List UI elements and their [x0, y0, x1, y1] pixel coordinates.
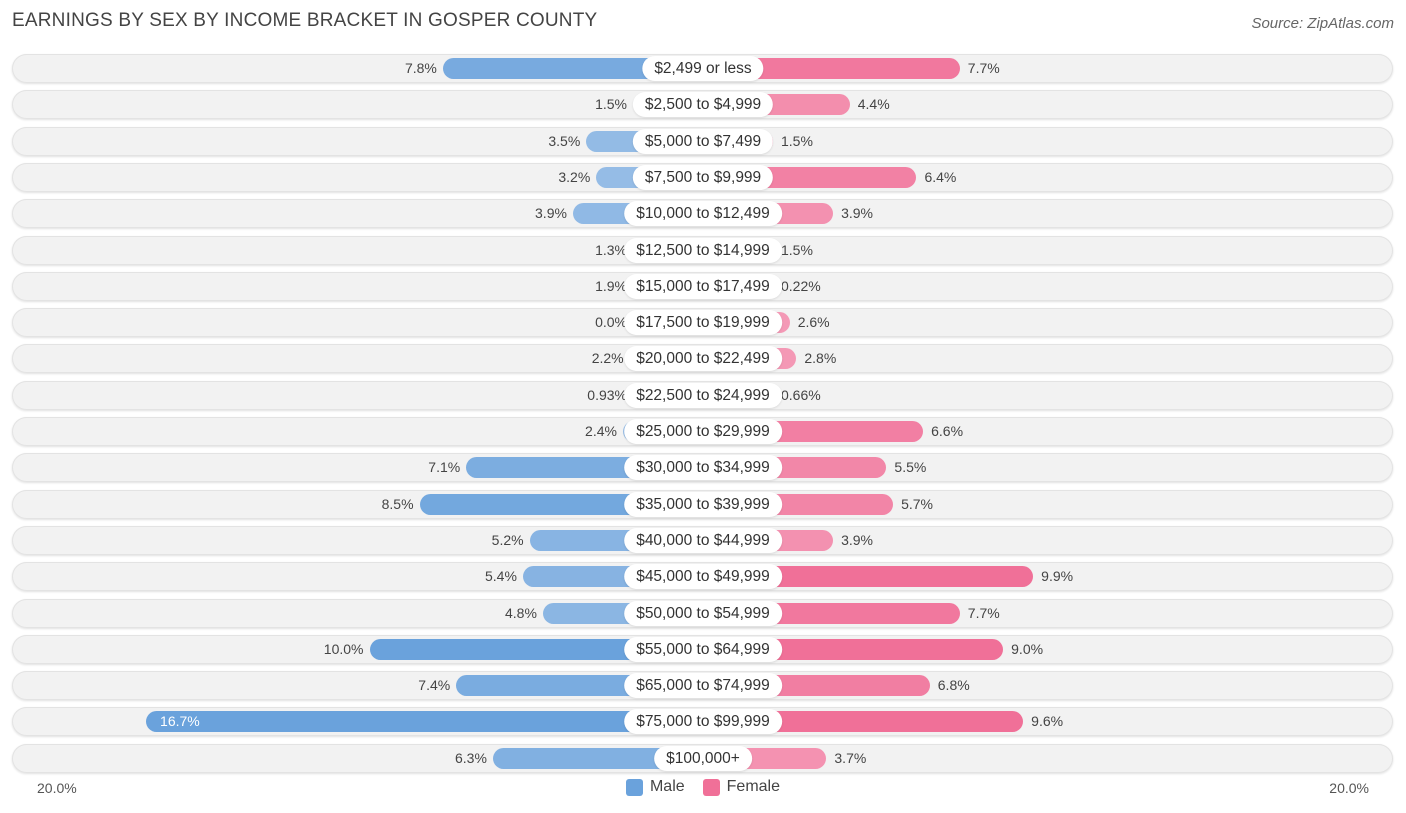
bar-male[interactable] [442, 58, 703, 79]
category-label: $22,500 to $24,999 [624, 382, 782, 408]
bar-male[interactable] [369, 638, 703, 660]
value-label-male: 6.3% [454, 749, 487, 766]
legend-label-male: Male [649, 778, 685, 795]
value-label-female: 7.7% [967, 60, 1000, 76]
category-label: $35,000 to $39,999 [624, 491, 782, 517]
value-label-male: 2.4% [585, 423, 617, 439]
value-label-male: 1.3% [595, 241, 627, 258]
value-label-female: 0.66% [781, 386, 821, 403]
value-label-female: 9.0% [1011, 640, 1044, 657]
category-label: $20,000 to $22,499 [624, 346, 782, 372]
category-label: $30,000 to $34,999 [624, 455, 782, 481]
category-label: $55,000 to $64,999 [624, 636, 782, 662]
legend-label-female: Female [726, 778, 781, 795]
value-label-female: 7.7% [967, 604, 1000, 621]
bar-male[interactable] [492, 747, 703, 769]
category-label: $40,000 to $44,999 [624, 527, 782, 553]
value-label-male: 1.5% [595, 96, 627, 113]
value-label-female: 3.9% [841, 205, 873, 222]
value-label-female: 1.5% [781, 132, 813, 149]
value-label-female: 6.6% [931, 423, 964, 439]
category-label: $25,000 to $29,999 [624, 419, 782, 444]
value-label-male: 7.8% [404, 60, 437, 76]
value-label-male: 16.7% [160, 713, 200, 730]
value-label-male: 1.9% [595, 277, 627, 294]
value-label-male: 0.0% [595, 314, 627, 331]
value-label-female: 0.22% [781, 277, 821, 294]
bar-female[interactable] [703, 711, 1024, 733]
legend-swatch-male [625, 778, 643, 796]
value-label-female: 5.7% [901, 495, 934, 512]
category-label: $7,500 to $9,999 [632, 164, 774, 190]
category-label: $100,000+ [654, 745, 752, 771]
legend-swatch-female [702, 778, 720, 796]
value-label-female: 9.9% [1041, 568, 1074, 585]
value-label-male: 10.0% [323, 640, 364, 657]
value-label-female: 6.4% [924, 168, 957, 185]
category-label: $17,500 to $19,999 [624, 310, 782, 336]
category-label: $45,000 to $49,999 [624, 564, 782, 590]
value-label-male: 3.9% [535, 205, 567, 222]
legend-item-male[interactable]: Male [625, 778, 685, 796]
category-label: $5,000 to $7,499 [632, 128, 774, 154]
value-label-female: 4.4% [857, 96, 890, 113]
value-label-female: 9.6% [1031, 713, 1064, 730]
value-label-female: 3.9% [841, 531, 873, 548]
category-label: $2,500 to $4,999 [632, 92, 774, 118]
value-label-male: 7.4% [418, 677, 451, 694]
legend-item-female[interactable]: Female [702, 778, 781, 796]
value-label-female: 5.5% [894, 459, 927, 476]
axis-label-left: 20.0% [37, 780, 77, 796]
value-label-male: 7.1% [428, 459, 461, 476]
value-label-male: 0.93% [587, 386, 627, 403]
value-label-male: 4.8% [505, 604, 537, 621]
value-label-female: 1.5% [781, 241, 813, 258]
category-label: $65,000 to $74,999 [624, 673, 782, 699]
value-label-male: 3.2% [558, 168, 591, 185]
category-label: $10,000 to $12,499 [624, 201, 782, 227]
chart-title: EARNINGS BY SEX BY INCOME BRACKET IN GOS… [12, 10, 598, 31]
category-label: $12,500 to $14,999 [624, 237, 782, 263]
value-label-female: 3.7% [834, 749, 867, 766]
legend: Male Female [0, 778, 1406, 796]
value-label-female: 2.6% [797, 314, 830, 331]
value-label-male: 5.4% [485, 568, 517, 585]
category-label: $15,000 to $17,499 [624, 273, 782, 299]
value-label-male: 5.2% [491, 531, 524, 548]
value-label-male: 8.5% [381, 495, 414, 512]
value-label-male: 2.2% [591, 350, 624, 367]
bar-male[interactable] [146, 711, 703, 733]
category-label: $75,000 to $99,999 [624, 709, 782, 735]
bar-female[interactable] [703, 566, 1034, 588]
value-label-female: 6.8% [937, 677, 970, 694]
value-label-female: 2.8% [804, 350, 837, 367]
bar-female[interactable] [703, 58, 960, 79]
category-label: $50,000 to $54,999 [624, 600, 782, 626]
category-label: $2,499 or less [642, 56, 764, 81]
axis-label-right: 20.0% [1329, 780, 1369, 796]
value-label-male: 3.5% [548, 132, 581, 149]
chart-source: Source: ZipAtlas.com [1251, 15, 1394, 32]
